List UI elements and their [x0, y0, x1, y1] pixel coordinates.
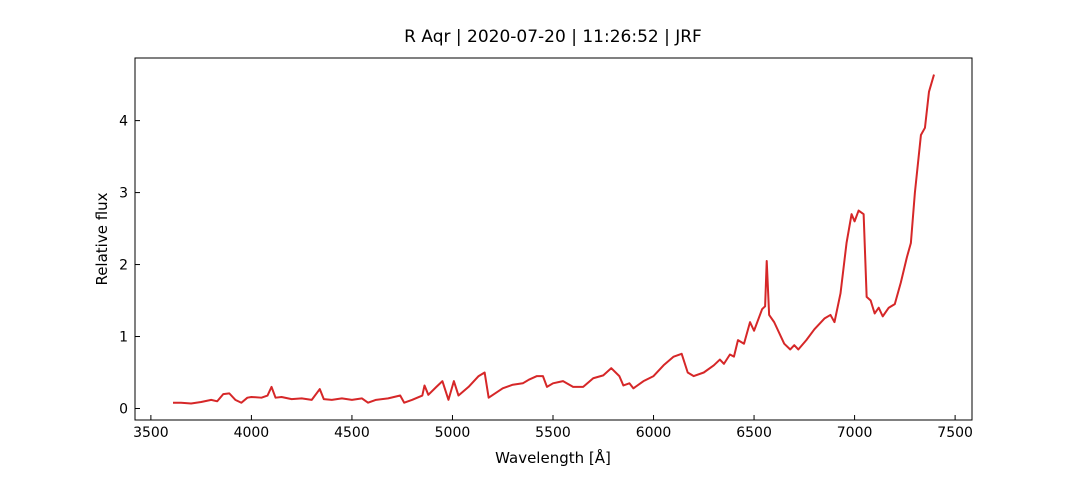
y-axis-label: Relative flux: [93, 192, 111, 285]
x-tick-label: 5000: [435, 425, 471, 441]
x-tick-label: 6500: [736, 425, 772, 441]
x-tick-label: 6000: [636, 425, 672, 441]
y-tick-label: 0: [119, 401, 128, 417]
plot-frame: [134, 57, 973, 421]
x-axis-label: Wavelength [Å]: [495, 448, 611, 467]
x-tick-label: 4000: [234, 425, 270, 441]
x-tick-label: 4500: [334, 425, 370, 441]
y-tick-label: 1: [119, 330, 128, 346]
x-tick-label: 7000: [837, 425, 873, 441]
chart-title: R Aqr | 2020-07-20 | 11:26:52 | JRF: [404, 27, 702, 47]
x-tick-label: 3500: [133, 425, 169, 441]
x-tick-label: 7500: [937, 425, 973, 441]
spectrum-line: [173, 74, 935, 405]
x-tick-label: 5500: [535, 425, 571, 441]
y-tick-label: 4: [119, 114, 128, 130]
y-tick-label: 2: [119, 258, 128, 274]
y-tick-label: 3: [119, 186, 128, 202]
